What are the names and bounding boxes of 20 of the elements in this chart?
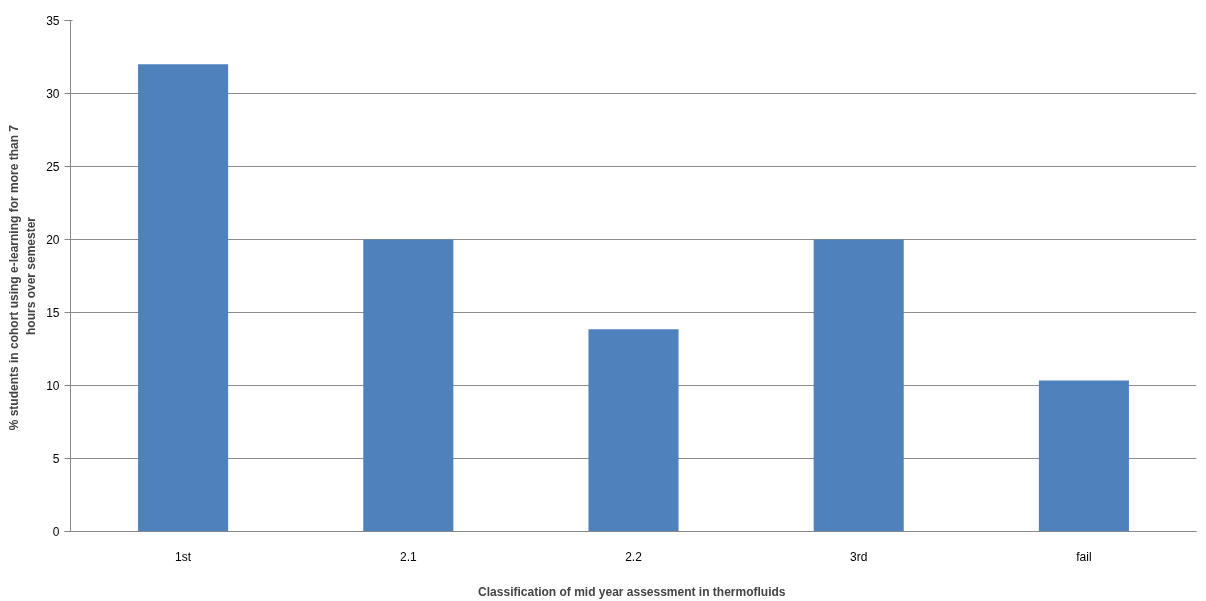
x-tick-label: 1st	[175, 549, 192, 564]
x-axis-title: Classification of mid year assessment in thermofluids	[478, 584, 786, 599]
bar	[813, 239, 904, 532]
y-tick-label: 10	[46, 379, 60, 393]
bar	[588, 329, 679, 532]
bar	[138, 64, 229, 532]
y-axis-title: % students in cohort using e-learning for more than 7 hours over semester	[7, 124, 39, 431]
x-tick-label: fail	[1076, 549, 1092, 564]
y-tick-label: 5	[52, 452, 60, 466]
bar	[1038, 380, 1129, 532]
y-tick-label: 30	[46, 87, 60, 101]
bar	[363, 239, 454, 532]
y-tick-label: 0	[52, 525, 60, 539]
y-tick-label: 35	[46, 14, 60, 28]
x-tick-label: 2.1	[399, 549, 417, 564]
x-tick-label: 3rd	[850, 549, 868, 564]
y-tick-label: 25	[46, 160, 60, 174]
x-tick-label: 2.2	[625, 549, 643, 564]
y-tick-label: 20	[46, 233, 60, 247]
y-tick-label: 15	[46, 306, 60, 320]
